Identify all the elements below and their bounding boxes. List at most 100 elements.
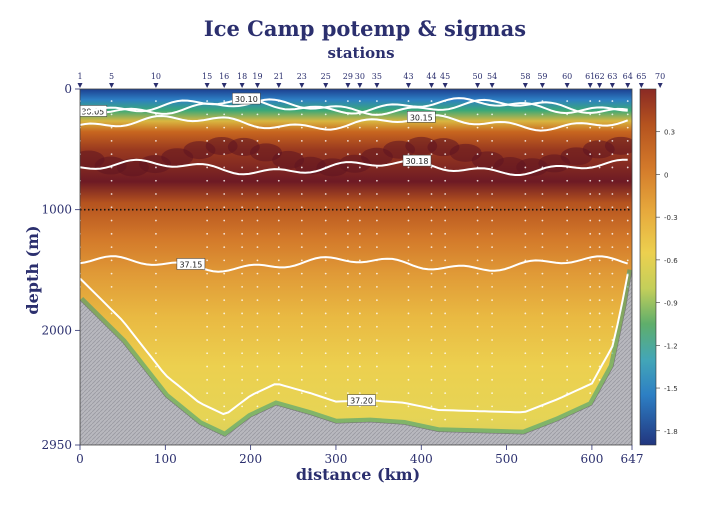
sample-dot bbox=[256, 312, 259, 315]
sample-dot bbox=[324, 193, 327, 195]
sample-dot bbox=[241, 405, 244, 408]
station-label: 19 bbox=[252, 72, 262, 81]
sample-dot bbox=[589, 232, 592, 235]
sample-dot bbox=[626, 219, 629, 222]
sample-dot bbox=[491, 113, 493, 116]
sample-dot bbox=[430, 299, 433, 302]
sample-dot bbox=[300, 259, 303, 262]
sample-dot bbox=[358, 352, 361, 355]
sample-dot bbox=[491, 166, 493, 169]
sample-dot bbox=[358, 365, 361, 368]
colorbar-tick-label: 0 bbox=[664, 171, 668, 179]
station-label: 59 bbox=[537, 72, 547, 81]
sample-dot bbox=[430, 219, 433, 222]
sample-dot bbox=[444, 219, 447, 222]
sample-dot bbox=[611, 126, 614, 129]
contour-label-box bbox=[176, 258, 206, 270]
sample-dot bbox=[256, 405, 259, 408]
sample-dot bbox=[407, 126, 410, 129]
sample-dot bbox=[611, 272, 614, 275]
sample-dot bbox=[256, 193, 259, 195]
sample-dot bbox=[626, 259, 629, 262]
sample-dot bbox=[155, 246, 157, 248]
sample-dot bbox=[611, 153, 614, 156]
sample-dot bbox=[206, 365, 209, 368]
sample-dot bbox=[277, 232, 280, 235]
sample-dot bbox=[223, 166, 226, 169]
sample-dot bbox=[358, 299, 361, 302]
contour-label-box bbox=[347, 394, 376, 406]
sample-dot bbox=[476, 392, 479, 395]
sample-dot bbox=[155, 166, 157, 169]
sample-dot bbox=[598, 325, 601, 328]
station-triangle bbox=[609, 83, 615, 88]
sample-dot bbox=[223, 286, 226, 288]
x-tick-label: 200 bbox=[239, 452, 262, 466]
colorbar-tick-label: -0.3 bbox=[664, 214, 678, 222]
station-triangle bbox=[374, 83, 380, 88]
sample-dot bbox=[358, 272, 361, 275]
sample-dot bbox=[430, 246, 433, 248]
sample-dot bbox=[206, 219, 209, 222]
sample-dot bbox=[223, 206, 226, 209]
sample-dot bbox=[300, 113, 303, 116]
sample-dot bbox=[324, 325, 327, 328]
sample-dot bbox=[110, 272, 113, 275]
sample-dot bbox=[206, 312, 209, 315]
sample-dot bbox=[566, 378, 569, 381]
sample-dot bbox=[376, 179, 378, 182]
sample-dot bbox=[223, 299, 226, 302]
sample-dot bbox=[626, 179, 629, 182]
sample-dot bbox=[589, 206, 592, 209]
sample-dot bbox=[611, 299, 614, 302]
sample-dot bbox=[589, 352, 592, 355]
sample-dot bbox=[206, 139, 209, 142]
sample-dot bbox=[277, 339, 280, 341]
sample-dot bbox=[491, 139, 493, 142]
sample-dot bbox=[155, 259, 157, 262]
sample-dot bbox=[346, 246, 349, 248]
sample-dot bbox=[155, 153, 157, 156]
sample-dot bbox=[223, 418, 226, 421]
sample-dot bbox=[626, 153, 629, 156]
sample-dot bbox=[256, 246, 259, 248]
sample-dot bbox=[476, 219, 479, 222]
sample-dot bbox=[346, 392, 349, 395]
station-label: 70 bbox=[655, 72, 665, 81]
station-label: 25 bbox=[321, 72, 331, 81]
sample-dot bbox=[444, 179, 447, 182]
sample-dot bbox=[324, 100, 327, 102]
sample-dot bbox=[110, 246, 113, 248]
sample-dot bbox=[206, 206, 209, 209]
sample-dot bbox=[430, 193, 433, 195]
x-tick-label: 100 bbox=[154, 452, 177, 466]
sample-dot bbox=[324, 232, 327, 235]
sample-dot bbox=[300, 193, 303, 195]
sample-dot bbox=[566, 193, 569, 195]
station-triangle bbox=[625, 83, 631, 88]
sample-dot bbox=[407, 339, 410, 341]
sample-dot bbox=[358, 325, 361, 328]
sample-dot bbox=[611, 179, 614, 182]
sample-dot bbox=[626, 126, 629, 129]
sigma-contour-line bbox=[80, 158, 628, 176]
sample-dot bbox=[277, 312, 280, 315]
sample-dot bbox=[358, 179, 361, 182]
sample-dot bbox=[256, 153, 259, 156]
station-triangle bbox=[345, 83, 351, 88]
sample-dot bbox=[277, 392, 280, 395]
sample-dot bbox=[376, 325, 378, 328]
sample-dot bbox=[277, 352, 280, 355]
sample-dot bbox=[611, 139, 614, 142]
sample-dot bbox=[407, 139, 410, 142]
sample-dot bbox=[206, 352, 209, 355]
sample-dot bbox=[223, 246, 226, 248]
sample-dot bbox=[277, 193, 280, 195]
sample-dot bbox=[110, 286, 113, 288]
sample-dot bbox=[407, 232, 410, 235]
sample-dot bbox=[611, 193, 614, 195]
station-triangle bbox=[276, 83, 282, 88]
sample-dot bbox=[346, 100, 349, 102]
sample-dot bbox=[541, 219, 544, 222]
sample-dot bbox=[206, 392, 209, 395]
